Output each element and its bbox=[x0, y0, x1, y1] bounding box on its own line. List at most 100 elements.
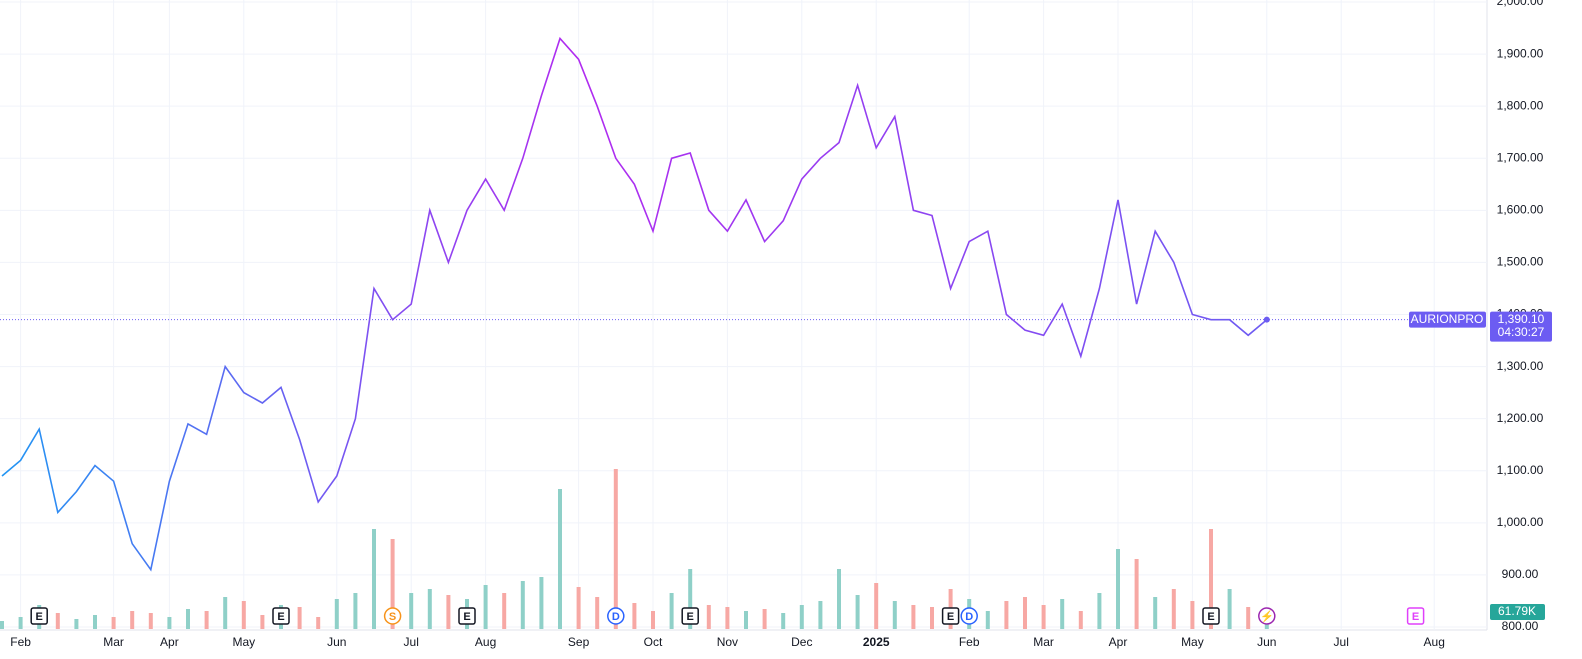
volume-bar bbox=[409, 593, 414, 629]
volume-bar bbox=[892, 601, 897, 629]
volume-bar bbox=[558, 489, 562, 629]
y-tick-label: 1,000.00 bbox=[1497, 515, 1544, 529]
y-tick-label: 1,200.00 bbox=[1497, 411, 1544, 425]
volume-bar bbox=[651, 611, 655, 629]
volume-bar bbox=[706, 605, 711, 629]
x-tick-label: May bbox=[1181, 635, 1204, 649]
volume-bar bbox=[1190, 601, 1195, 629]
event-box bbox=[1406, 607, 1425, 625]
volume-bar bbox=[55, 613, 60, 629]
x-tick-label: Jun bbox=[327, 635, 346, 649]
volume-bar bbox=[372, 529, 376, 629]
volume-bar bbox=[985, 611, 990, 629]
volume-bar bbox=[725, 607, 730, 629]
volume-bar bbox=[111, 617, 116, 629]
volume-bar bbox=[502, 593, 507, 629]
volume-bar bbox=[855, 595, 860, 629]
x-tick-label: Aug bbox=[475, 635, 496, 649]
volume-bar bbox=[799, 605, 804, 629]
volume-bar bbox=[1060, 599, 1065, 629]
event-circle bbox=[383, 607, 402, 625]
volume-bar bbox=[390, 539, 395, 629]
x-tick-label: Sep bbox=[568, 635, 590, 649]
volume-bar bbox=[334, 599, 339, 629]
volume-bar bbox=[613, 469, 618, 629]
volume-bar bbox=[1023, 597, 1027, 629]
event-circle bbox=[607, 607, 625, 625]
volume-bar bbox=[0, 621, 4, 629]
x-tick-label: Aug bbox=[1424, 635, 1445, 649]
y-tick-label: 2,000.00 bbox=[1497, 0, 1544, 8]
symbol-tag bbox=[1409, 311, 1486, 328]
volume-bar bbox=[1171, 589, 1176, 629]
volume-bar bbox=[446, 595, 451, 629]
volume-bar bbox=[1078, 611, 1083, 629]
price-line bbox=[1, 36, 1268, 572]
volume-bar bbox=[1041, 605, 1046, 629]
volume-bar bbox=[167, 617, 172, 629]
y-tick-label: 1,700.00 bbox=[1497, 150, 1544, 164]
volume-bar bbox=[911, 605, 916, 629]
volume-bar bbox=[595, 597, 600, 629]
symbol-label: AURIONPRO bbox=[1411, 312, 1484, 326]
volume-bar bbox=[837, 569, 841, 629]
event-label: D bbox=[612, 611, 620, 623]
y-tick-label: 1,100.00 bbox=[1497, 463, 1544, 477]
event-label: E bbox=[947, 611, 954, 623]
x-tick-label: Jul bbox=[404, 635, 419, 649]
event-box bbox=[681, 607, 699, 625]
event-label: E bbox=[463, 611, 470, 623]
volume-bar bbox=[93, 615, 97, 629]
x-tick-label: Dec bbox=[791, 635, 812, 649]
event-box bbox=[941, 607, 960, 625]
x-tick-label: Apr bbox=[1109, 635, 1128, 649]
volume-bar bbox=[744, 611, 748, 629]
volume-bar bbox=[297, 607, 302, 629]
x-tick-label: Mar bbox=[1033, 635, 1054, 649]
countdown: 04:30:27 bbox=[1498, 325, 1545, 339]
volume-bar bbox=[316, 617, 321, 629]
volume-bar bbox=[1246, 607, 1251, 629]
volume-bar bbox=[260, 615, 265, 629]
event-box bbox=[30, 607, 48, 625]
x-tick-label: Feb bbox=[10, 635, 31, 649]
volume-bar bbox=[1097, 593, 1102, 629]
volume-bar bbox=[483, 585, 488, 629]
y-tick-label: 1,900.00 bbox=[1497, 46, 1544, 60]
volume-bar bbox=[204, 611, 209, 629]
x-tick-label: May bbox=[232, 635, 255, 649]
volume-bar bbox=[632, 603, 637, 629]
volume-bar bbox=[74, 619, 79, 629]
x-tick-label: Apr bbox=[160, 635, 179, 649]
x-tick-label: Mar bbox=[103, 635, 124, 649]
y-tick-label: 1,500.00 bbox=[1497, 255, 1544, 269]
volume-bar bbox=[781, 613, 786, 629]
x-tick-label: Oct bbox=[644, 635, 663, 649]
volume-bar bbox=[148, 613, 153, 629]
volume-bar bbox=[353, 593, 358, 629]
event-circle bbox=[960, 607, 978, 625]
event-label: E bbox=[1207, 611, 1214, 623]
volume-tag bbox=[1490, 604, 1545, 620]
volume-bar bbox=[223, 597, 228, 629]
price-tag bbox=[1490, 311, 1552, 342]
event-label: E bbox=[1412, 611, 1419, 623]
last-point bbox=[1263, 316, 1270, 323]
volume-bar bbox=[130, 611, 135, 629]
x-tick-label: 2025 bbox=[863, 635, 890, 649]
volume-bar bbox=[241, 601, 246, 629]
event-label: D bbox=[965, 611, 973, 623]
volume-bar bbox=[1153, 597, 1158, 629]
event-circle bbox=[1258, 607, 1276, 625]
price-label: 1,390.10 bbox=[1498, 312, 1545, 326]
volume-bar bbox=[874, 583, 879, 629]
event-label: E bbox=[36, 611, 43, 623]
volume-bar bbox=[1209, 529, 1213, 629]
volume-bar bbox=[1227, 589, 1232, 629]
volume-bar bbox=[186, 609, 190, 629]
x-tick-label: Feb bbox=[959, 635, 980, 649]
volume-bar bbox=[669, 593, 674, 629]
volume-bar bbox=[18, 617, 23, 629]
volume-bar bbox=[762, 609, 767, 629]
